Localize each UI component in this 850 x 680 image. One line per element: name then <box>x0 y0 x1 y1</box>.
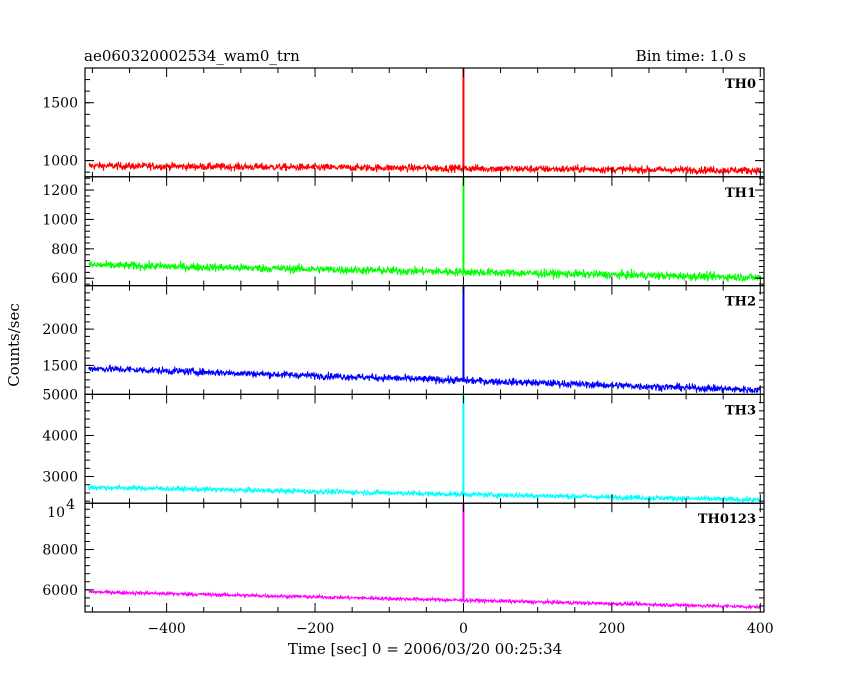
series-line-th0 <box>88 161 761 176</box>
y-tick-label: 2000 <box>42 322 78 338</box>
x-tick-label: 0 <box>459 621 468 637</box>
y-tick-label: 800 <box>51 242 78 258</box>
panel-name-label: TH0123 <box>698 512 756 527</box>
panel-name-label: TH1 <box>725 186 756 201</box>
y-top-label: 10 <box>47 505 65 521</box>
y-tick-label: 1000 <box>42 154 78 170</box>
series-line-th1 <box>88 260 761 283</box>
panel-frame <box>84 176 765 287</box>
y-tick-label: 1000 <box>42 212 78 228</box>
y-tick-label: 8000 <box>42 543 78 559</box>
series-line-th3 <box>88 483 761 504</box>
bin-time-label: Bin time: 1.0 s <box>636 47 746 65</box>
y-tick-label: 1500 <box>42 96 78 112</box>
y-axis-label: Counts/sec <box>5 303 23 387</box>
panel-name-label: TH3 <box>725 403 756 418</box>
x-tick-label: −200 <box>296 621 334 637</box>
x-tick-label: 400 <box>747 621 774 637</box>
y-top-label-exponent: 4 <box>66 497 75 513</box>
y-tick-label: 1200 <box>42 183 78 199</box>
y-tick-label: 6000 <box>42 583 78 599</box>
panel-frame <box>84 393 765 504</box>
panel-th2: 1500 2000 TH2 <box>42 285 765 396</box>
panel-name-label: TH2 <box>725 295 756 310</box>
panels-group: 1000 1500 TH0 600 800 1000 1200 TH1 1500 2000 TH2 3… <box>42 67 765 613</box>
panel-th1: 600 800 1000 1200 TH1 <box>42 176 765 287</box>
panel-name-label: TH0 <box>725 77 756 92</box>
panel-th0: 1000 1500 TH0 <box>42 67 765 178</box>
series-line-th0123 <box>88 589 761 611</box>
x-axis: −400 −200 0 200 400 <box>147 621 773 637</box>
series-line-th2 <box>88 364 761 394</box>
y-tick-label: 1500 <box>42 358 78 374</box>
panel-frame <box>84 67 765 178</box>
y-tick-label: 5000 <box>42 387 78 403</box>
chart-title: ae060320002534_wam0_trn <box>84 47 300 65</box>
y-tick-label: 3000 <box>42 470 78 486</box>
x-axis-label: Time [sec] 0 = 2006/03/20 00:25:34 <box>288 640 562 658</box>
y-tick-label: 4000 <box>42 428 78 444</box>
y-tick-label: 600 <box>51 271 78 287</box>
panel-th0123: 6000 8000 10 4 TH0123 <box>42 497 765 613</box>
x-tick-label: 200 <box>599 621 626 637</box>
panel-th3: 3000 4000 5000 TH3 <box>42 387 765 504</box>
x-tick-label: −400 <box>147 621 185 637</box>
